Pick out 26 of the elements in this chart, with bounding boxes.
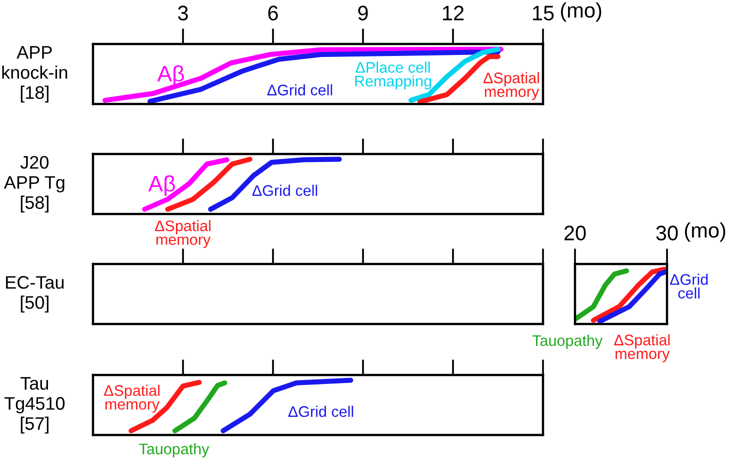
series-label: ΔGrid cell (670, 274, 708, 299)
series-label: ΔGrid cell (288, 406, 354, 417)
y-axis-title: Tau Tg4510 [57] (4, 377, 65, 434)
series-label: ΔGrid cell (252, 184, 318, 196)
y-axis-title: J20 APP Tg [58] (4, 156, 64, 213)
x-tick-label: 9 (358, 6, 368, 20)
series-label: Aβ (148, 175, 175, 196)
series-label: ΔSpatial memory (483, 72, 540, 100)
text: EC-Tau [50] (6, 276, 64, 312)
series-label: Tauopathy (139, 443, 210, 458)
series-label: ΔSpatial memory (154, 220, 211, 248)
x-axis-title: (mo) (684, 222, 726, 242)
y-axis-title: APP knock-in [18] (2, 46, 68, 103)
x-tick-label: 6 (268, 6, 278, 20)
x-tick-label: 3 (178, 6, 188, 20)
series-label: ΔSpatial memory (104, 384, 160, 413)
series-label: ΔGrid cell (267, 84, 332, 96)
series-label: Tauopathy (532, 334, 603, 350)
x-tick-label: 15 (533, 6, 554, 20)
x-tick-label: 12 (443, 6, 464, 20)
x-axis-title: (mo) (560, 2, 602, 22)
x-tick-label: 30 (656, 226, 678, 240)
series-label: ΔPlace cell Remapping (355, 62, 432, 90)
series-label: ΔSpatial memory (614, 334, 670, 362)
series-label: Aβ (157, 65, 184, 86)
x-tick-label: 20 (564, 226, 586, 240)
